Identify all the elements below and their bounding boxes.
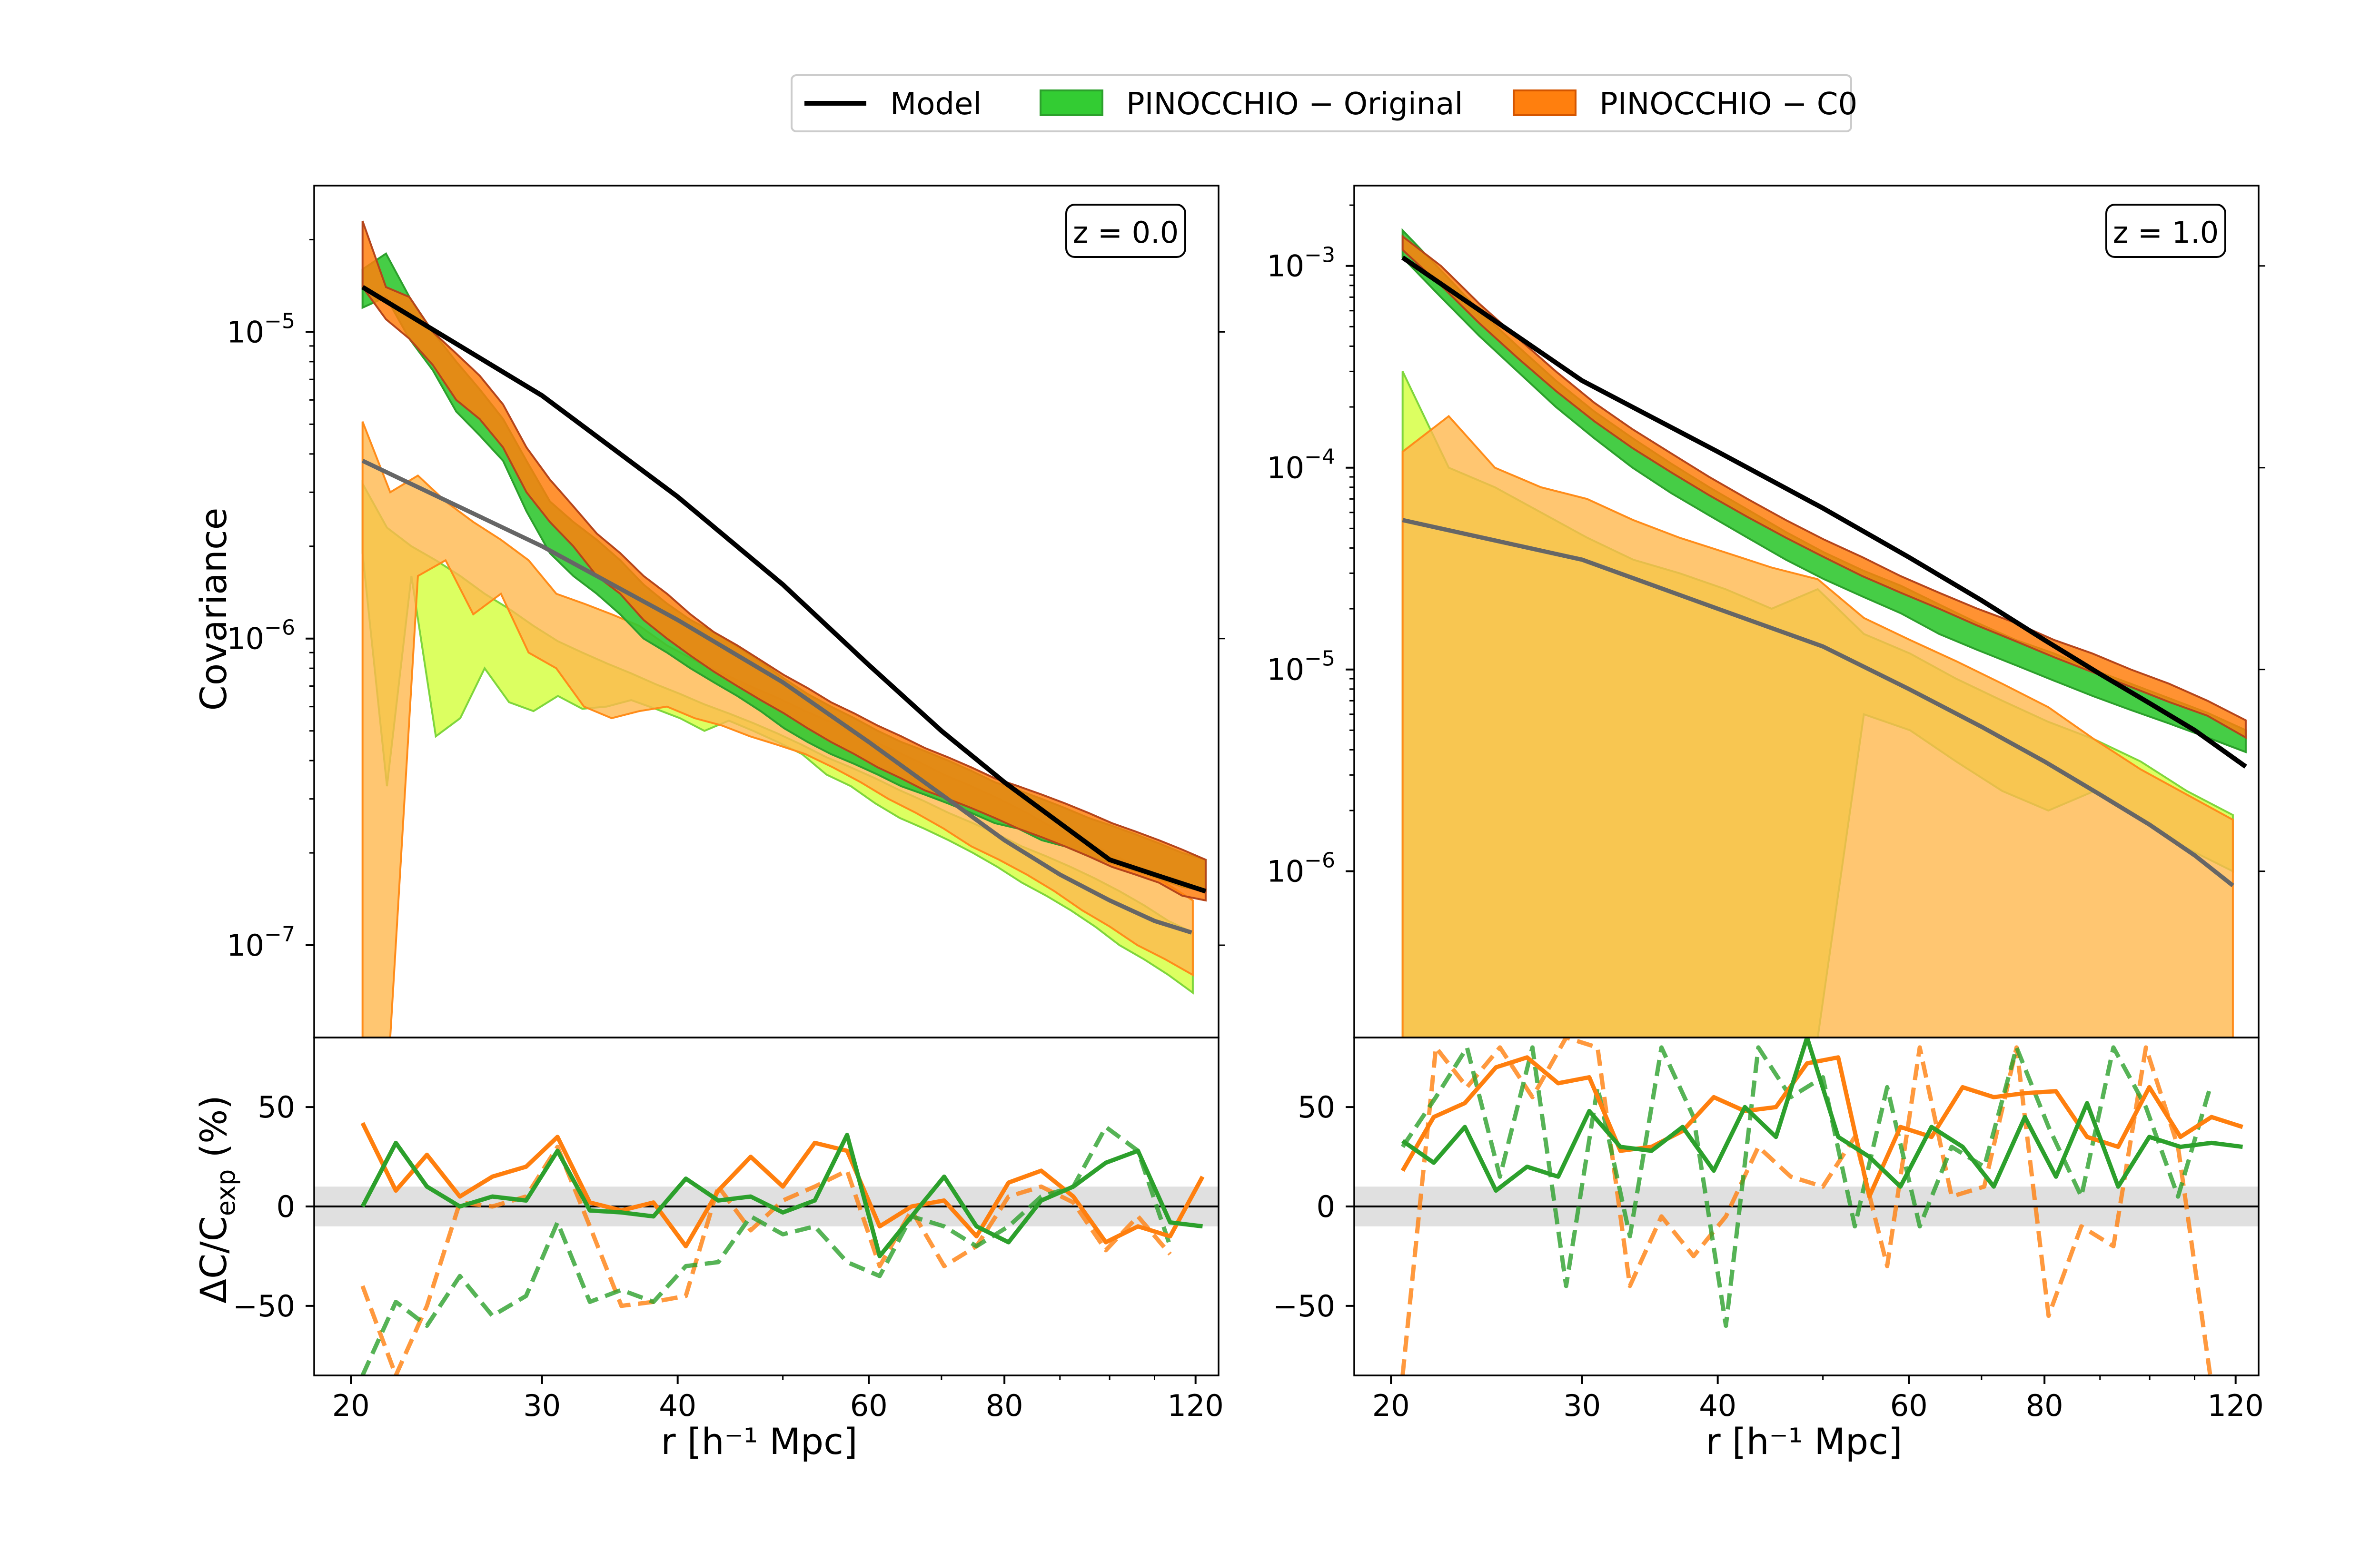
xtick-label: 60 xyxy=(850,1388,888,1423)
xtick-label: 120 xyxy=(2208,1388,2264,1423)
model-cross-line xyxy=(1402,518,2234,888)
xtick-label: 20 xyxy=(1372,1388,1410,1423)
ytick-label: 50 xyxy=(1298,1090,1335,1125)
model-cross-line xyxy=(361,459,1192,935)
panel-left-top: 10−7 10−6 10−5 z = 0.0 xyxy=(227,185,1225,1038)
band-pinocchio-c0-cross-band- xyxy=(361,421,1194,1038)
ytick-label: 10−6 xyxy=(227,616,295,656)
legend-c0-label: PINOCCHIO − C0 xyxy=(1599,87,1857,122)
xtick-label: 30 xyxy=(523,1388,561,1423)
xlabel-left: r [h⁻¹ Mpc] xyxy=(661,1420,857,1463)
ylabel-covariance: Covariance xyxy=(192,508,235,711)
annotation-box xyxy=(2105,204,2226,258)
residual-pinocchio-c0-cross- xyxy=(360,1145,1172,1375)
ytick-label: 0 xyxy=(1317,1189,1335,1224)
xtick-label: 60 xyxy=(1890,1388,1928,1423)
xtick-label: 80 xyxy=(986,1388,1023,1423)
residual-pinocchio-c0-cross- xyxy=(1400,1038,2212,1375)
xlabel-right: r [h⁻¹ Mpc] xyxy=(1706,1420,1902,1463)
ytick-label: 10−5 xyxy=(227,309,295,349)
redshift-annotation: z = 0.0 xyxy=(1065,204,1186,258)
legend-original-swatch xyxy=(1040,89,1103,116)
xtick-label: 30 xyxy=(1563,1388,1601,1423)
legend-original-label: PINOCCHIO − Original xyxy=(1126,87,1463,122)
annotation-text: z = 1.0 xyxy=(2113,215,2219,250)
residual-pinocchio-original-auto- xyxy=(360,1133,1203,1258)
ytick-label: 10−4 xyxy=(1267,445,1335,485)
ytick-label: −50 xyxy=(233,1289,295,1324)
ytick-label: 0 xyxy=(277,1189,295,1224)
legend-c0-swatch xyxy=(1513,89,1577,116)
annotation-text: z = 0.0 xyxy=(1073,215,1179,250)
annotation-box xyxy=(1065,204,1186,258)
band-pinocchio-c0-auto-band- xyxy=(1401,234,2247,740)
model-line xyxy=(361,285,1207,894)
ytick-label: 10−6 xyxy=(1267,849,1335,889)
ytick-label: 10−5 xyxy=(1267,647,1335,687)
xtick-label: 20 xyxy=(332,1388,370,1423)
residual-pinocchio-original-auto- xyxy=(1401,1038,2243,1193)
ytick-label: 10−7 xyxy=(227,922,295,963)
ytick-label: −50 xyxy=(1273,1289,1335,1324)
xtick-label: 40 xyxy=(1699,1388,1736,1423)
band-pinocchio-c0-auto-band- xyxy=(361,220,1207,902)
ytick-label: 10−3 xyxy=(1267,243,1335,284)
xtick-label: 40 xyxy=(659,1388,696,1423)
residual-pinocchio-original-cross- xyxy=(360,1125,1172,1375)
model-line xyxy=(1401,256,2247,769)
legend-model-label: Model xyxy=(890,87,982,122)
panel-right-top: 10−6 10−5 10−4 10−3 z = 1.0 xyxy=(1267,185,2265,1038)
ylabel-residual: ΔC/Cexp (%) xyxy=(192,1095,241,1304)
panel-left-bottom: −50 0 50 20 30 40 60 80 120 xyxy=(233,1037,1224,1423)
redshift-annotation: z = 1.0 xyxy=(2105,204,2226,258)
ytick-label: 50 xyxy=(258,1090,295,1125)
legend: Model PINOCCHIO − Original PINOCCHIO − C… xyxy=(791,74,1857,132)
band-pinocchio-c0-cross-band- xyxy=(1401,415,2234,1038)
residual-pinocchio-original-cross- xyxy=(1400,1045,2212,1328)
panel-right-bottom: −50 0 50 20 30 40 60 80 120 xyxy=(1273,1037,2264,1423)
residual-pinocchio-c0-auto- xyxy=(360,1122,1205,1249)
legend-frame xyxy=(791,74,1852,132)
xtick-label: 80 xyxy=(2026,1388,2063,1423)
xtick-label: 120 xyxy=(1168,1388,1224,1423)
